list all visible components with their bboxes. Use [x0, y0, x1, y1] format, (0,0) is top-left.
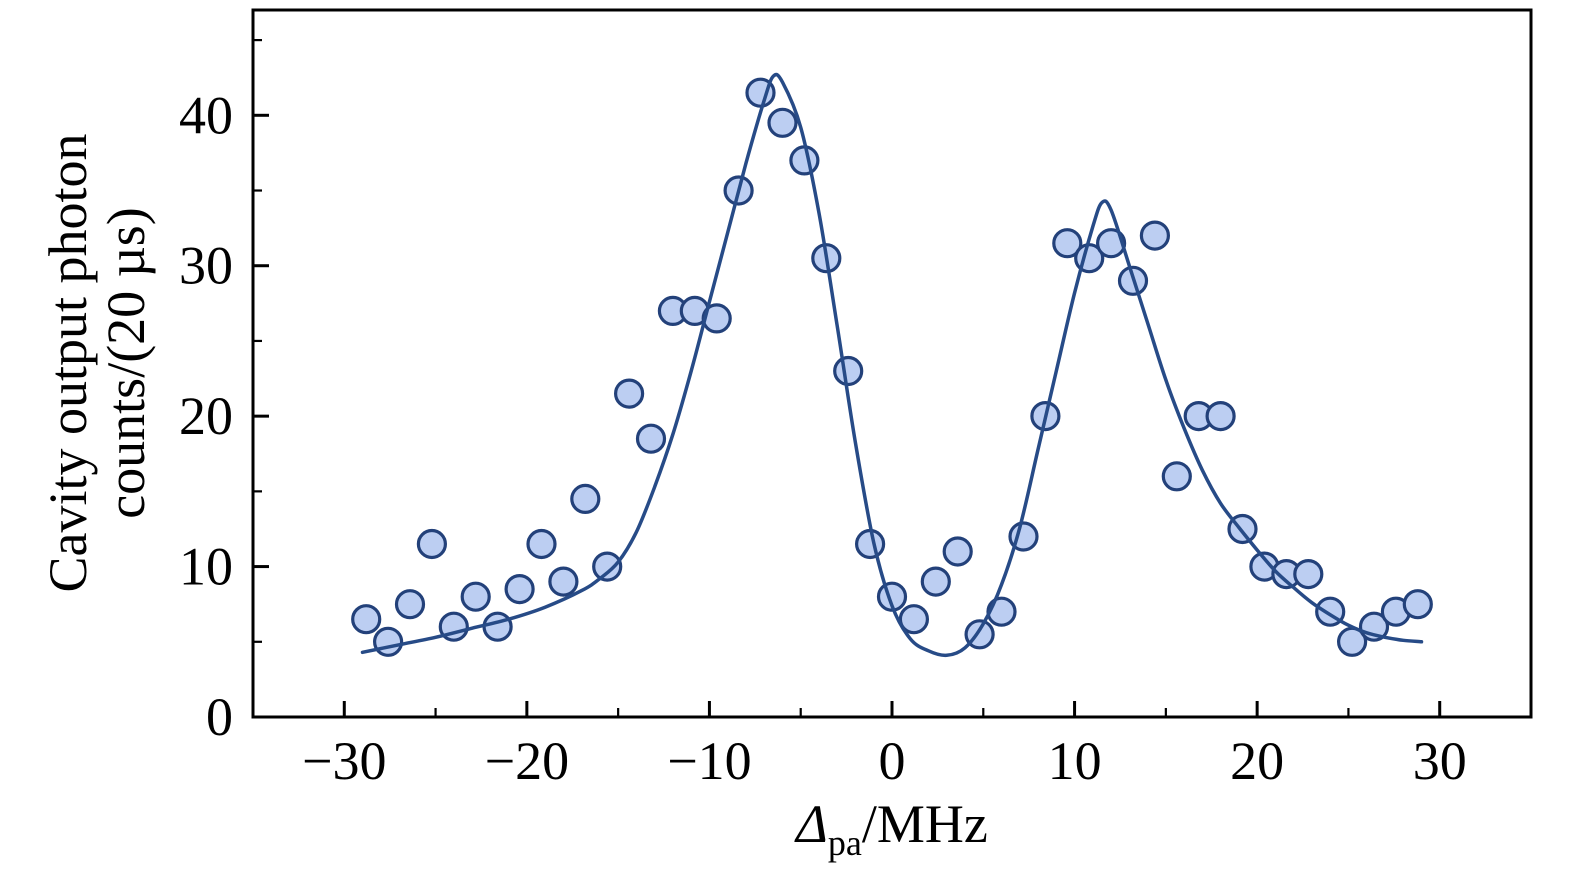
data-point	[416, 528, 447, 560]
x-tick-label: −30	[302, 731, 386, 791]
data-point	[898, 604, 930, 635]
data-point	[942, 536, 973, 567]
data-point	[1161, 461, 1192, 492]
x-tick-label: −20	[485, 731, 569, 791]
data-point	[986, 596, 1017, 627]
scatter-points-layer	[351, 77, 1433, 657]
data-point	[1402, 589, 1433, 620]
x-axis-label-delta-symbol: Δ	[794, 794, 828, 854]
x-axis-label: Δpa/MHz	[794, 794, 988, 863]
x-tick-label: 30	[1413, 731, 1467, 791]
y-tick-label: 10	[179, 537, 233, 597]
plot-border	[251, 8, 1533, 719]
x-tick-label: −10	[667, 731, 751, 791]
data-point	[920, 566, 951, 597]
data-point	[570, 483, 601, 514]
data-point	[351, 604, 382, 635]
data-point	[373, 626, 404, 657]
x-axis-label-unit: /MHz	[862, 794, 988, 854]
data-point	[767, 107, 798, 138]
y-tick-label: 30	[179, 236, 233, 296]
data-point	[1139, 220, 1171, 251]
data-point	[548, 566, 579, 597]
fit-curve-path	[360, 72, 1424, 658]
y-axis-label-line1: Cavity output photon	[38, 134, 98, 593]
data-point	[635, 423, 667, 454]
tick-labels-layer: −30 −20 −10 0 10 20 30 0 10 20 30 40	[179, 85, 1467, 791]
y-tick-label: 40	[179, 85, 233, 145]
y-tick-label: 20	[179, 386, 233, 446]
data-point	[504, 573, 535, 605]
data-point	[789, 145, 820, 176]
data-point	[526, 528, 557, 560]
x-axis-label-subscript: pa	[828, 823, 862, 863]
x-tick-label: 10	[1048, 731, 1102, 791]
data-point	[482, 611, 513, 642]
data-point	[592, 551, 623, 582]
data-point	[1293, 558, 1324, 590]
data-point	[1095, 228, 1127, 259]
data-point	[613, 378, 645, 409]
data-point	[854, 528, 886, 560]
x-tick-label: 20	[1230, 731, 1284, 791]
y-tick-label: 0	[206, 687, 233, 747]
data-point	[701, 303, 732, 334]
x-tick-label: 0	[879, 731, 906, 791]
data-point	[460, 581, 491, 612]
y-axis-label-line2: counts/(20 µs)	[96, 207, 156, 519]
data-point	[1205, 401, 1236, 432]
fit-curve-layer	[360, 72, 1424, 658]
data-point	[833, 355, 864, 387]
data-point	[1052, 228, 1083, 259]
axes-layer	[251, 8, 1533, 719]
data-point	[394, 589, 426, 620]
